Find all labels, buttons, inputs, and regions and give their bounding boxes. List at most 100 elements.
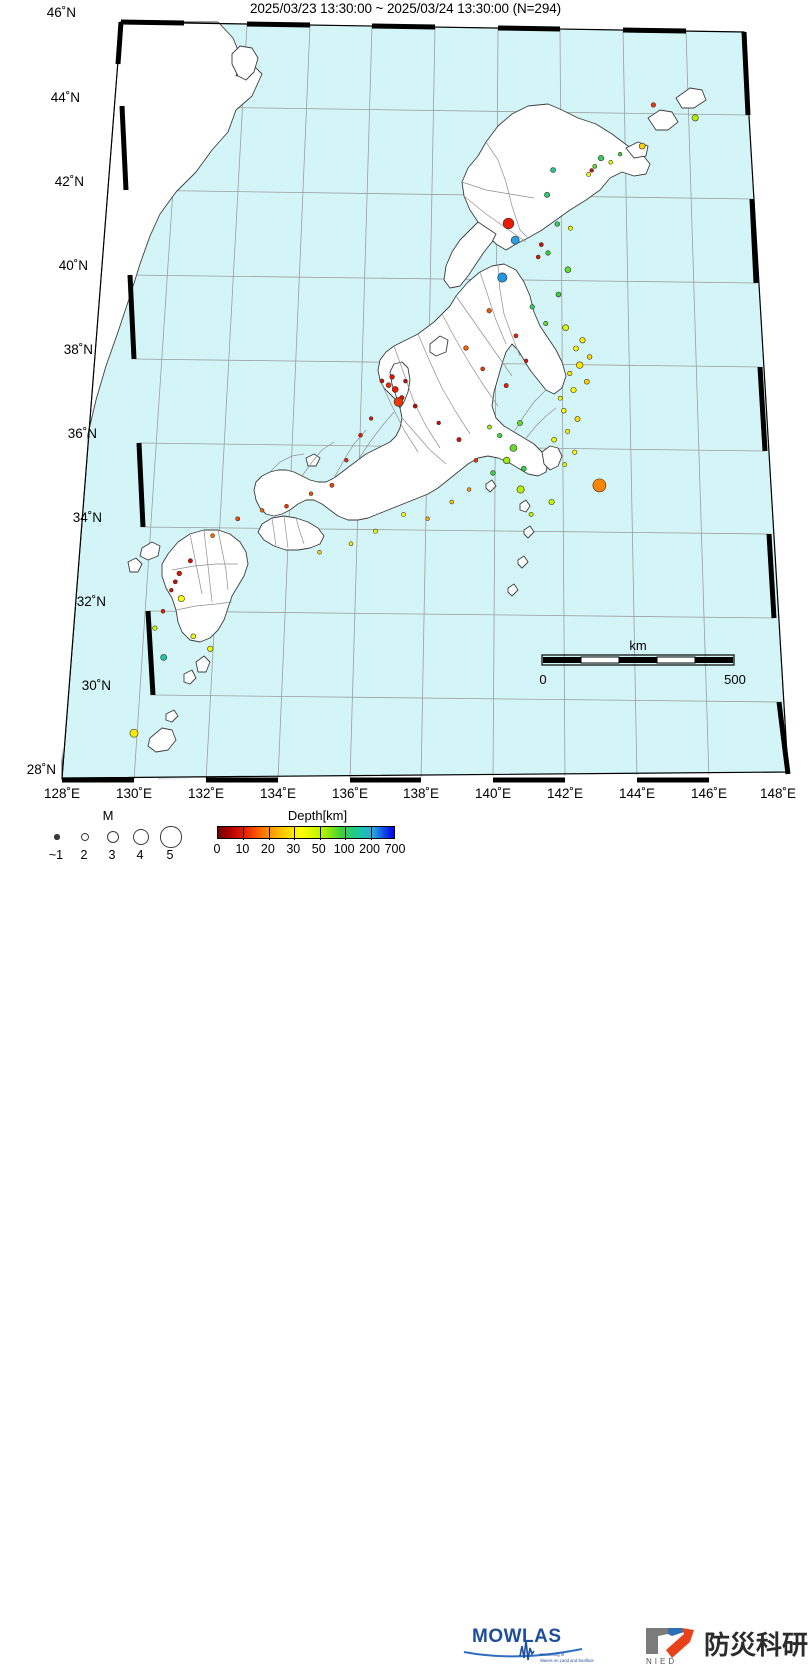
epicenter-marker[interactable] bbox=[513, 333, 519, 339]
epicenter-marker[interactable] bbox=[480, 366, 485, 372]
epicenter-marker[interactable] bbox=[308, 491, 314, 496]
epicenter-marker[interactable] bbox=[535, 254, 541, 260]
epicenter-marker[interactable] bbox=[544, 191, 551, 198]
epicenter-marker[interactable] bbox=[486, 308, 492, 314]
epicenter-marker[interactable] bbox=[235, 516, 241, 522]
epicenter-marker[interactable] bbox=[260, 508, 265, 513]
epicenter-marker[interactable] bbox=[574, 416, 581, 422]
epicenter-marker[interactable] bbox=[538, 242, 544, 247]
epicenter-marker[interactable] bbox=[129, 728, 139, 738]
epicenter-marker[interactable] bbox=[573, 345, 579, 352]
epicenter-marker[interactable] bbox=[358, 432, 363, 438]
epicenter-marker[interactable] bbox=[344, 458, 349, 463]
magnitude-symbol-4 bbox=[132, 828, 150, 846]
epicenter-marker[interactable] bbox=[565, 428, 571, 434]
epicenter-marker[interactable] bbox=[592, 478, 607, 493]
epicenter-marker[interactable] bbox=[497, 272, 508, 283]
epicenter-marker[interactable] bbox=[207, 645, 214, 652]
mowlas-subtitle-2: Waves on Land and Seafloor bbox=[540, 1658, 594, 1663]
epicenter-marker[interactable] bbox=[176, 570, 182, 577]
epicenter-marker[interactable] bbox=[160, 609, 166, 614]
epicenter-marker[interactable] bbox=[597, 155, 605, 162]
epicenter-marker[interactable] bbox=[425, 516, 430, 521]
epicenter-marker[interactable] bbox=[572, 449, 578, 455]
epicenter-marker[interactable] bbox=[473, 458, 479, 463]
epicenter-marker[interactable] bbox=[284, 503, 289, 509]
epicenter-marker[interactable] bbox=[503, 383, 509, 389]
epicenter-marker[interactable] bbox=[529, 304, 535, 310]
epicenter-marker[interactable] bbox=[379, 378, 385, 384]
epicenter-markers[interactable] bbox=[129, 102, 699, 738]
epicenter-marker[interactable] bbox=[579, 337, 586, 344]
epicenter-marker[interactable] bbox=[509, 444, 518, 452]
epicenter-marker[interactable] bbox=[177, 595, 185, 603]
epicenter-marker[interactable] bbox=[456, 437, 462, 443]
epicenter-marker[interactable] bbox=[543, 321, 549, 326]
epicenter-marker[interactable] bbox=[586, 172, 591, 177]
epicenter-marker[interactable] bbox=[187, 558, 193, 564]
epicenter-marker[interactable] bbox=[516, 485, 525, 494]
epicenter-marker[interactable] bbox=[617, 152, 623, 157]
epicenter-marker[interactable] bbox=[172, 579, 178, 585]
epicenter-marker[interactable] bbox=[487, 424, 492, 430]
epicenter-marker[interactable] bbox=[570, 386, 577, 394]
mowlas-wordmark: MOWLAS bbox=[472, 1626, 562, 1647]
epicenter-marker[interactable] bbox=[638, 142, 646, 150]
epicenter-marker[interactable] bbox=[576, 361, 584, 369]
epicenter-marker[interactable] bbox=[584, 378, 590, 385]
epicenter-marker[interactable] bbox=[562, 324, 570, 332]
epicenter-marker[interactable] bbox=[393, 397, 404, 407]
epicenter-marker[interactable] bbox=[567, 225, 573, 231]
epicenter-marker[interactable] bbox=[490, 470, 496, 476]
epicenter-marker[interactable] bbox=[561, 408, 567, 414]
epicenter-marker[interactable] bbox=[528, 511, 534, 517]
legend-bar: M ~1 2 3 4 5 Depth[km] 0 10 20 30 50 100 200 700 MO… bbox=[0, 806, 811, 1666]
epicenter-marker[interactable] bbox=[317, 550, 322, 555]
epicenter-marker[interactable] bbox=[389, 374, 395, 380]
seismicity-map[interactable]: km 0 500 46˚N 44˚N 42˚N 40˚N 38˚N 36˚N 3… bbox=[0, 5, 811, 801]
epicenter-marker[interactable] bbox=[403, 378, 408, 384]
epicenter-marker[interactable] bbox=[503, 456, 511, 465]
epicenter-marker[interactable] bbox=[348, 541, 354, 547]
epicenter-marker[interactable] bbox=[391, 386, 399, 393]
epicenter-marker[interactable] bbox=[555, 291, 562, 298]
epicenter-marker[interactable] bbox=[650, 102, 656, 108]
epicenter-marker[interactable] bbox=[510, 235, 520, 245]
epicenter-marker[interactable] bbox=[517, 420, 523, 426]
epicenter-marker[interactable] bbox=[412, 403, 418, 409]
epicenter-marker[interactable] bbox=[449, 499, 455, 505]
epicenter-marker[interactable] bbox=[329, 482, 335, 488]
epicenter-marker[interactable] bbox=[592, 163, 598, 169]
epicenter-marker[interactable] bbox=[373, 528, 378, 534]
epicenter-marker[interactable] bbox=[554, 221, 560, 227]
map-canvas[interactable]: km 0 500 bbox=[0, 14, 811, 784]
depth-label-0: 0 bbox=[213, 842, 221, 856]
epicenter-marker[interactable] bbox=[210, 533, 215, 538]
epicenter-marker[interactable] bbox=[548, 498, 555, 506]
epicenter-marker[interactable] bbox=[567, 370, 573, 376]
epicenter-marker[interactable] bbox=[545, 250, 551, 256]
epicenter-marker[interactable] bbox=[502, 217, 515, 230]
epicenter-marker[interactable] bbox=[152, 625, 158, 631]
epicenter-marker[interactable] bbox=[368, 416, 374, 421]
epicenter-marker[interactable] bbox=[385, 382, 392, 388]
epicenter-marker[interactable] bbox=[521, 465, 527, 472]
epicenter-marker[interactable] bbox=[589, 168, 594, 173]
epicenter-marker[interactable] bbox=[586, 354, 593, 360]
epicenter-marker[interactable] bbox=[160, 654, 168, 661]
epicenter-marker[interactable] bbox=[190, 633, 197, 640]
epicenter-marker[interactable] bbox=[562, 462, 568, 467]
epicenter-marker[interactable] bbox=[466, 487, 472, 492]
epicenter-marker[interactable] bbox=[169, 588, 174, 593]
epicenter-marker[interactable] bbox=[523, 358, 529, 363]
epicenter-marker[interactable] bbox=[550, 167, 556, 173]
epicenter-marker[interactable] bbox=[564, 266, 572, 273]
epicenter-marker[interactable] bbox=[557, 395, 563, 401]
epicenter-marker[interactable] bbox=[691, 114, 699, 122]
epicenter-marker[interactable] bbox=[497, 432, 503, 439]
epicenter-marker[interactable] bbox=[551, 436, 557, 443]
epicenter-marker[interactable] bbox=[401, 512, 406, 517]
epicenter-marker[interactable] bbox=[463, 345, 469, 351]
epicenter-marker[interactable] bbox=[436, 420, 441, 426]
epicenter-marker[interactable] bbox=[608, 160, 613, 165]
